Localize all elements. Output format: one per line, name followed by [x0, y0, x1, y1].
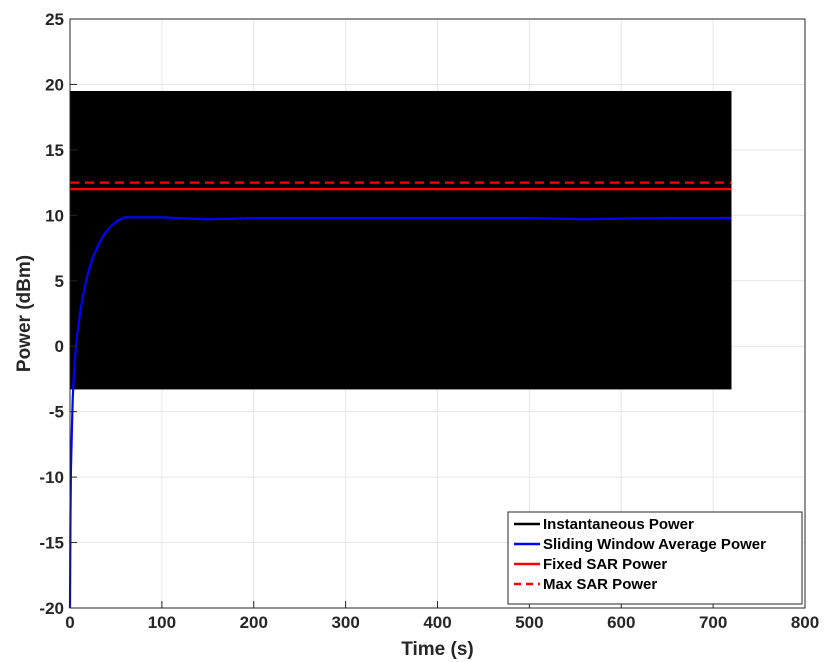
x-tick-label-7: 700: [699, 613, 727, 632]
legend-entry-0: Instantaneous Power: [543, 516, 694, 533]
y-tick-label-0: -20: [39, 599, 64, 618]
y-tick-label-4: 0: [55, 337, 64, 356]
x-tick-label-5: 500: [515, 613, 543, 632]
y-tick-label-2: -10: [39, 468, 64, 487]
y-tick-label-7: 15: [45, 141, 64, 160]
legend: Instantaneous Power Sliding Window Averag…: [507, 511, 803, 605]
x-axis-ticks: 0 100 200 300 400 500 600 700 800: [65, 601, 819, 632]
y-tick-label-1: -15: [39, 534, 64, 553]
y-axis-ticks: -20 -15 -10 -5 0 5 10 15 20 25: [39, 10, 77, 618]
series-instantaneous-power: [70, 90, 732, 390]
x-tick-label-3: 300: [331, 613, 359, 632]
y-tick-label-5: 5: [55, 272, 64, 291]
instantaneous-power-band: [70, 90, 732, 390]
x-tick-label-4: 400: [423, 613, 451, 632]
y-tick-label-8: 20: [45, 75, 64, 94]
x-tick-label-6: 600: [607, 613, 635, 632]
x-tick-label-1: 100: [148, 613, 176, 632]
series-lines: [68, 181, 732, 609]
series-line-1: [68, 216, 732, 609]
y-axis-label: Power (dBm): [14, 255, 35, 372]
x-tick-label-2: 200: [240, 613, 268, 632]
y-tick-label-3: -5: [49, 403, 64, 422]
legend-box: [507, 511, 803, 605]
legend-entry-2: Fixed SAR Power: [543, 556, 667, 573]
x-axis-label: Time (s): [401, 639, 474, 660]
x-tick-label-0: 0: [65, 613, 74, 632]
legend-entry-3: Max SAR Power: [543, 576, 657, 593]
y-tick-label-9: 25: [45, 10, 64, 29]
legend-entry-1: Sliding Window Average Power: [543, 536, 766, 553]
x-tick-label-8: 800: [791, 613, 819, 632]
y-tick-label-6: 10: [45, 206, 64, 225]
